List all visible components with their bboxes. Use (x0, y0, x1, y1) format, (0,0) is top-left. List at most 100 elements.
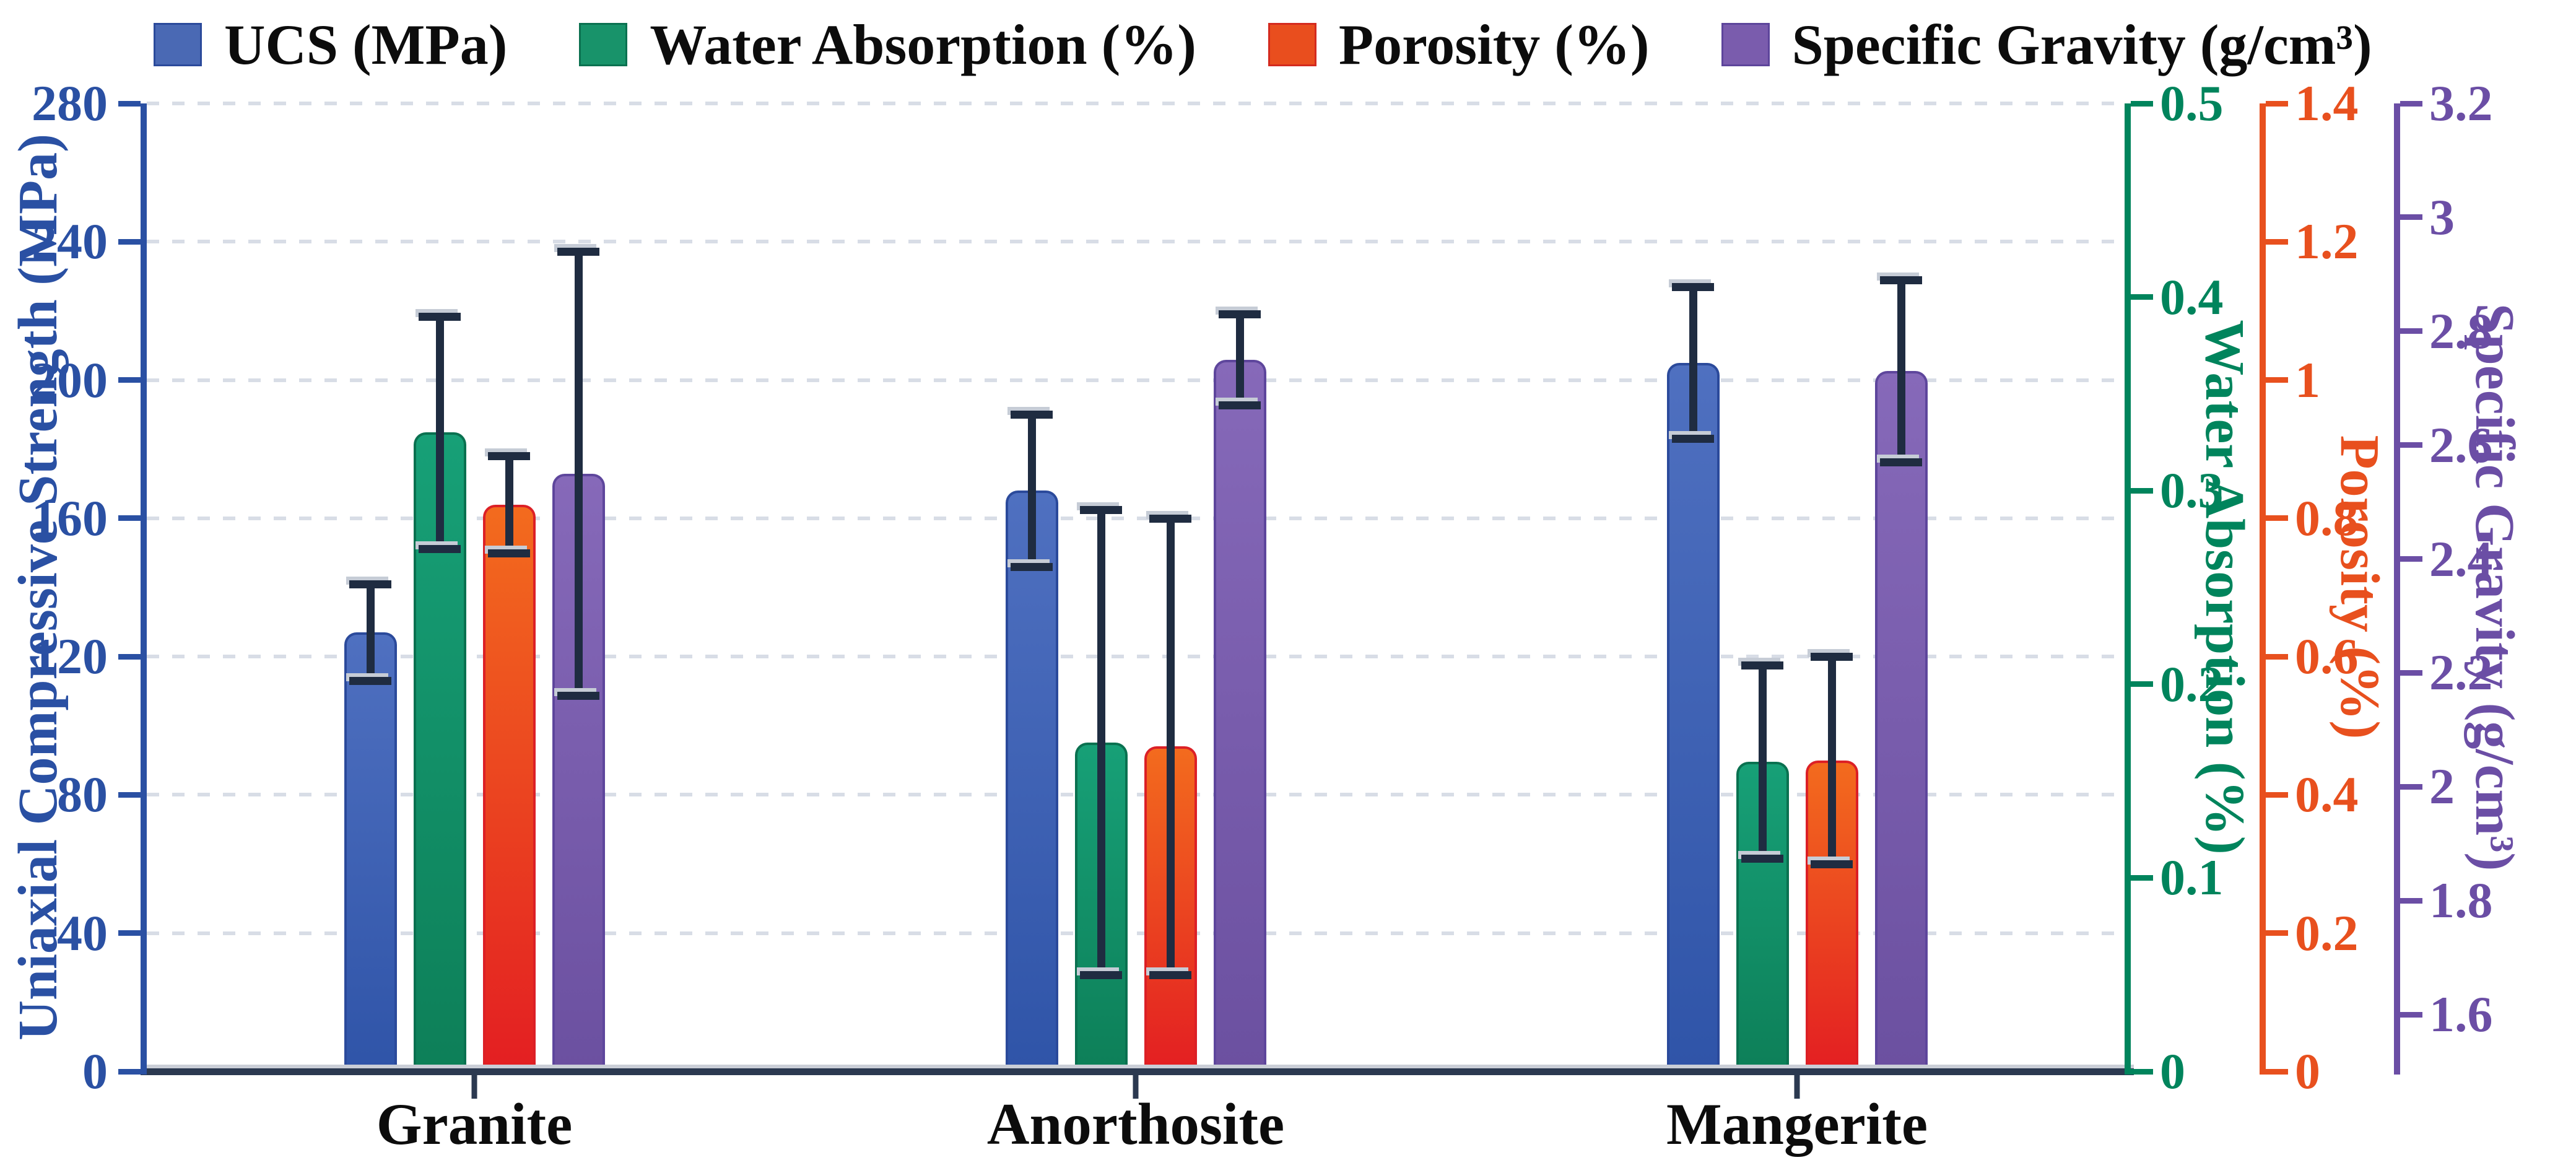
y-tick-ucs-280 (118, 100, 141, 107)
error-cap-top-ucs-mangerite (1672, 282, 1714, 291)
y-tick-por-0 (2266, 1068, 2288, 1075)
legend: UCS (MPa) Water Absorption (%) Porosity … (154, 16, 2372, 73)
y-tick-label-por-0.2: 0.2 (2295, 904, 2359, 961)
y-tick-sg-2.4 (2400, 556, 2422, 562)
bar-sg-anorthosite (1213, 359, 1266, 1073)
error-bar-wa-anorthosite (1097, 510, 1105, 975)
error-cap-top-wa-granite (419, 312, 461, 321)
error-cap-top-por-anorthosite (1149, 514, 1191, 523)
category-label-granite: Granite (376, 1091, 573, 1157)
y-axis-spine-sg (2394, 103, 2400, 1075)
category-tick-mangerite (1794, 1075, 1800, 1099)
y-tick-label-por-1: 1 (2295, 351, 2320, 408)
y-tick-label-por-0.4: 0.4 (2295, 766, 2359, 823)
error-cap-bottom-sg-mangerite (1880, 458, 1922, 467)
error-bar-por-anorthosite (1166, 518, 1175, 975)
error-cap-top-por-mangerite (1811, 653, 1853, 661)
y-tick-por-0.6 (2266, 653, 2288, 660)
gridline-240 (147, 240, 2125, 244)
y-tick-label-sg-3.2: 3.2 (2429, 75, 2493, 131)
y-tick-wa-0.1 (2131, 874, 2153, 881)
y-tick-sg-2 (2400, 783, 2422, 790)
y-tick-sg-1.8 (2400, 897, 2422, 904)
legend-item-ucs: UCS (MPa) (154, 16, 507, 73)
gridline-120 (147, 655, 2125, 659)
y-tick-por-1.2 (2266, 238, 2288, 245)
y-tick-sg-3 (2400, 214, 2422, 220)
bar-sg-mangerite (1874, 371, 1928, 1073)
gridline-40 (147, 931, 2125, 935)
y-tick-label-sg-1.8: 1.8 (2429, 872, 2493, 929)
y-tick-label-wa-0: 0 (2160, 1043, 2185, 1099)
error-bar-ucs-granite (366, 583, 375, 681)
gridline-200 (147, 378, 2125, 382)
bar-ucs-mangerite (1666, 362, 1720, 1073)
y-tick-label-ucs-240: 240 (32, 213, 108, 270)
y-tick-sg-2.8 (2400, 328, 2422, 334)
error-bar-wa-mangerite (1758, 665, 1767, 859)
error-cap-top-sg-granite (557, 248, 599, 256)
y-tick-label-por-0.6: 0.6 (2295, 628, 2359, 685)
legend-label-ucs: UCS (MPa) (224, 13, 508, 76)
y-tick-label-wa-0.4: 0.4 (2160, 268, 2224, 325)
y-tick-label-sg-2.4: 2.4 (2429, 530, 2493, 587)
y-tick-wa-0.2 (2131, 681, 2153, 687)
error-bar-sg-anorthosite (1235, 314, 1244, 406)
porosity-swatch-icon (1268, 23, 1316, 66)
y-tick-label-wa-0.2: 0.2 (2160, 655, 2224, 712)
category-tick-anorthosite (1133, 1075, 1139, 1099)
y-tick-sg-3.2 (2400, 100, 2422, 107)
error-cap-bottom-ucs-mangerite (1672, 435, 1714, 443)
y-tick-wa-0 (2131, 1068, 2153, 1075)
bar-por-granite (482, 504, 536, 1073)
y-tick-ucs-120 (118, 653, 141, 660)
specific-gravity-swatch-icon (1721, 23, 1770, 66)
error-cap-bottom-ucs-anorthosite (1011, 563, 1053, 571)
error-bar-wa-granite (435, 316, 444, 549)
y-axis-spine-ucs (141, 103, 147, 1075)
y-tick-por-0.4 (2266, 792, 2288, 798)
y-tick-sg-2.2 (2400, 669, 2422, 676)
y-tick-label-ucs-280: 280 (32, 75, 108, 131)
y-tick-label-por-0: 0 (2295, 1043, 2320, 1099)
error-cap-top-wa-anorthosite (1080, 506, 1122, 515)
gridline-80 (147, 793, 2125, 797)
y-tick-por-0.8 (2266, 515, 2288, 521)
y-tick-wa-0.5 (2131, 100, 2153, 107)
error-cap-bottom-por-mangerite (1811, 860, 1853, 869)
gridline-280 (147, 102, 2125, 105)
y-axis-title-specific-gravity: Specific Gravity (g/cm³) (2464, 303, 2525, 871)
error-cap-bottom-sg-granite (557, 692, 599, 700)
y-axis-title-porosity: Porosity (%) (2329, 435, 2390, 739)
bar-ucs-granite (344, 632, 397, 1073)
error-cap-bottom-wa-anorthosite (1080, 970, 1122, 979)
error-cap-bottom-wa-mangerite (1741, 855, 1783, 863)
y-axis-spine-wa (2125, 103, 2131, 1075)
error-cap-top-ucs-granite (349, 580, 391, 588)
error-cap-top-ucs-anorthosite (1011, 411, 1053, 419)
y-tick-label-sg-2: 2 (2429, 758, 2455, 815)
error-cap-bottom-wa-granite (419, 544, 461, 553)
y-tick-wa-0.4 (2131, 294, 2153, 300)
y-axis-spine-por (2260, 103, 2266, 1075)
error-cap-bottom-por-granite (488, 549, 530, 557)
x-axis-shadow (141, 1065, 2134, 1068)
category-tick-granite (471, 1075, 477, 1099)
y-tick-por-1 (2266, 377, 2288, 383)
y-tick-label-por-0.8: 0.8 (2295, 489, 2359, 546)
error-cap-top-por-granite (488, 452, 530, 461)
ucs-swatch-icon (154, 23, 202, 66)
legend-label-specific-gravity: Specific Gravity (g/cm³) (1791, 13, 2372, 76)
y-axis-title-water-absorption: Water Absorption (%) (2194, 320, 2255, 855)
y-tick-label-sg-3: 3 (2429, 188, 2455, 245)
legend-label-porosity: Porosity (%) (1338, 13, 1650, 76)
y-tick-label-ucs-40: 40 (57, 904, 108, 961)
gridline-160 (147, 516, 2125, 520)
y-tick-label-ucs-160: 160 (32, 489, 108, 546)
y-tick-label-sg-2.8: 2.8 (2429, 302, 2493, 359)
water-absorption-swatch-icon (579, 23, 628, 66)
y-tick-label-por-1.2: 1.2 (2295, 213, 2359, 270)
legend-item-water-absorption: Water Absorption (%) (579, 16, 1196, 73)
error-cap-bottom-ucs-granite (349, 677, 391, 686)
